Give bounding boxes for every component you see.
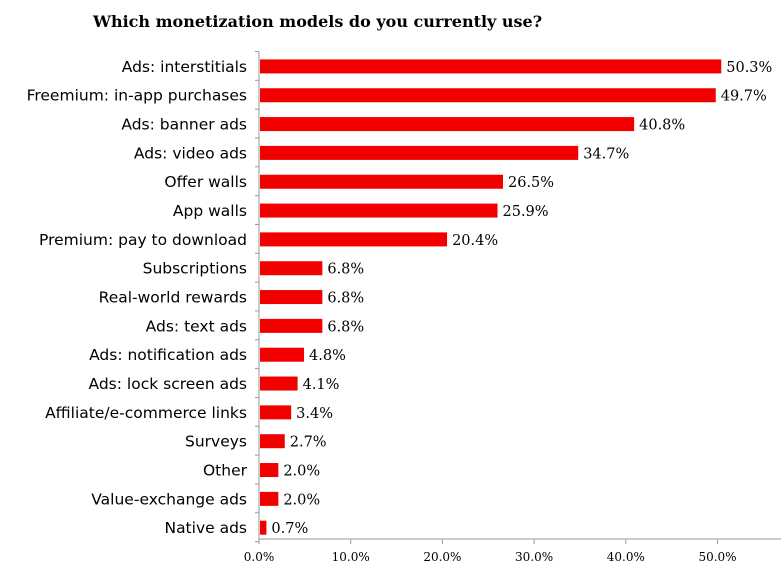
category-label: Ads: notification ads <box>89 346 247 364</box>
value-label: 2.0% <box>283 492 320 508</box>
category-label: Other <box>203 462 248 480</box>
x-tick-label: 20.0% <box>423 550 461 564</box>
value-label: 34.7% <box>583 146 629 162</box>
category-label: Freemium: in-app purchases <box>27 87 247 105</box>
value-label: 0.7% <box>271 521 308 537</box>
bar <box>260 318 323 333</box>
value-label: 26.5% <box>508 175 554 191</box>
category-label: Ads: video ads <box>134 144 247 162</box>
bar <box>260 88 716 103</box>
chart-title: Which monetization models do you current… <box>92 12 542 31</box>
x-tick-label: 30.0% <box>515 550 553 564</box>
category-label: Value-exchange ads <box>91 490 247 508</box>
value-label: 40.8% <box>639 118 685 134</box>
value-label: 20.4% <box>452 233 498 249</box>
category-label: Native ads <box>164 519 247 537</box>
value-label: 6.8% <box>327 262 364 278</box>
axis-layer: 0.0% 10.0% 20.0% 30.0% 40.0% 50.0% <box>244 51 781 564</box>
bar <box>260 405 292 420</box>
category-label: Ads: banner ads <box>121 116 247 134</box>
category-label: Affiliate/e-commerce links <box>45 404 247 422</box>
value-label: 2.7% <box>290 435 327 451</box>
value-label: 4.8% <box>309 348 346 364</box>
value-label: 4.1% <box>303 377 340 393</box>
bar <box>260 463 279 478</box>
value-label: 25.9% <box>503 204 549 220</box>
value-label: 2.0% <box>283 464 320 480</box>
value-label: 6.8% <box>327 291 364 307</box>
category-label: App walls <box>173 202 247 220</box>
value-label: 3.4% <box>296 406 333 422</box>
bar <box>260 117 635 132</box>
bar <box>260 261 323 276</box>
bar <box>260 145 579 160</box>
category-label: Ads: lock screen ads <box>89 375 247 393</box>
bar <box>260 203 498 218</box>
value-label: 50.3% <box>726 60 772 76</box>
bar <box>260 59 722 74</box>
category-label: Premium: pay to download <box>39 231 247 249</box>
category-label: Ads: text ads <box>146 317 247 335</box>
category-label: Real-world rewards <box>99 289 247 307</box>
x-tick-label: 40.0% <box>607 550 645 564</box>
labels-layer: Ads: interstitials 50.3% Freemium: in-app … <box>27 58 773 537</box>
bar <box>260 520 267 535</box>
category-label: Offer walls <box>164 173 247 191</box>
category-label: Ads: interstitials <box>122 58 247 76</box>
value-label: 6.8% <box>327 319 364 335</box>
bar <box>260 232 448 247</box>
bars-layer <box>260 59 722 535</box>
category-label: Subscriptions <box>143 260 247 278</box>
bar <box>260 434 285 449</box>
value-label: 49.7% <box>721 89 767 105</box>
bar <box>260 376 298 391</box>
bar <box>260 491 279 506</box>
bar <box>260 174 504 189</box>
bar <box>260 347 305 362</box>
x-tick-label: 50.0% <box>698 550 736 564</box>
bar <box>260 290 323 305</box>
category-label: Surveys <box>185 433 247 451</box>
x-tick-label: 0.0% <box>244 550 275 564</box>
x-tick-label: 10.0% <box>332 550 370 564</box>
